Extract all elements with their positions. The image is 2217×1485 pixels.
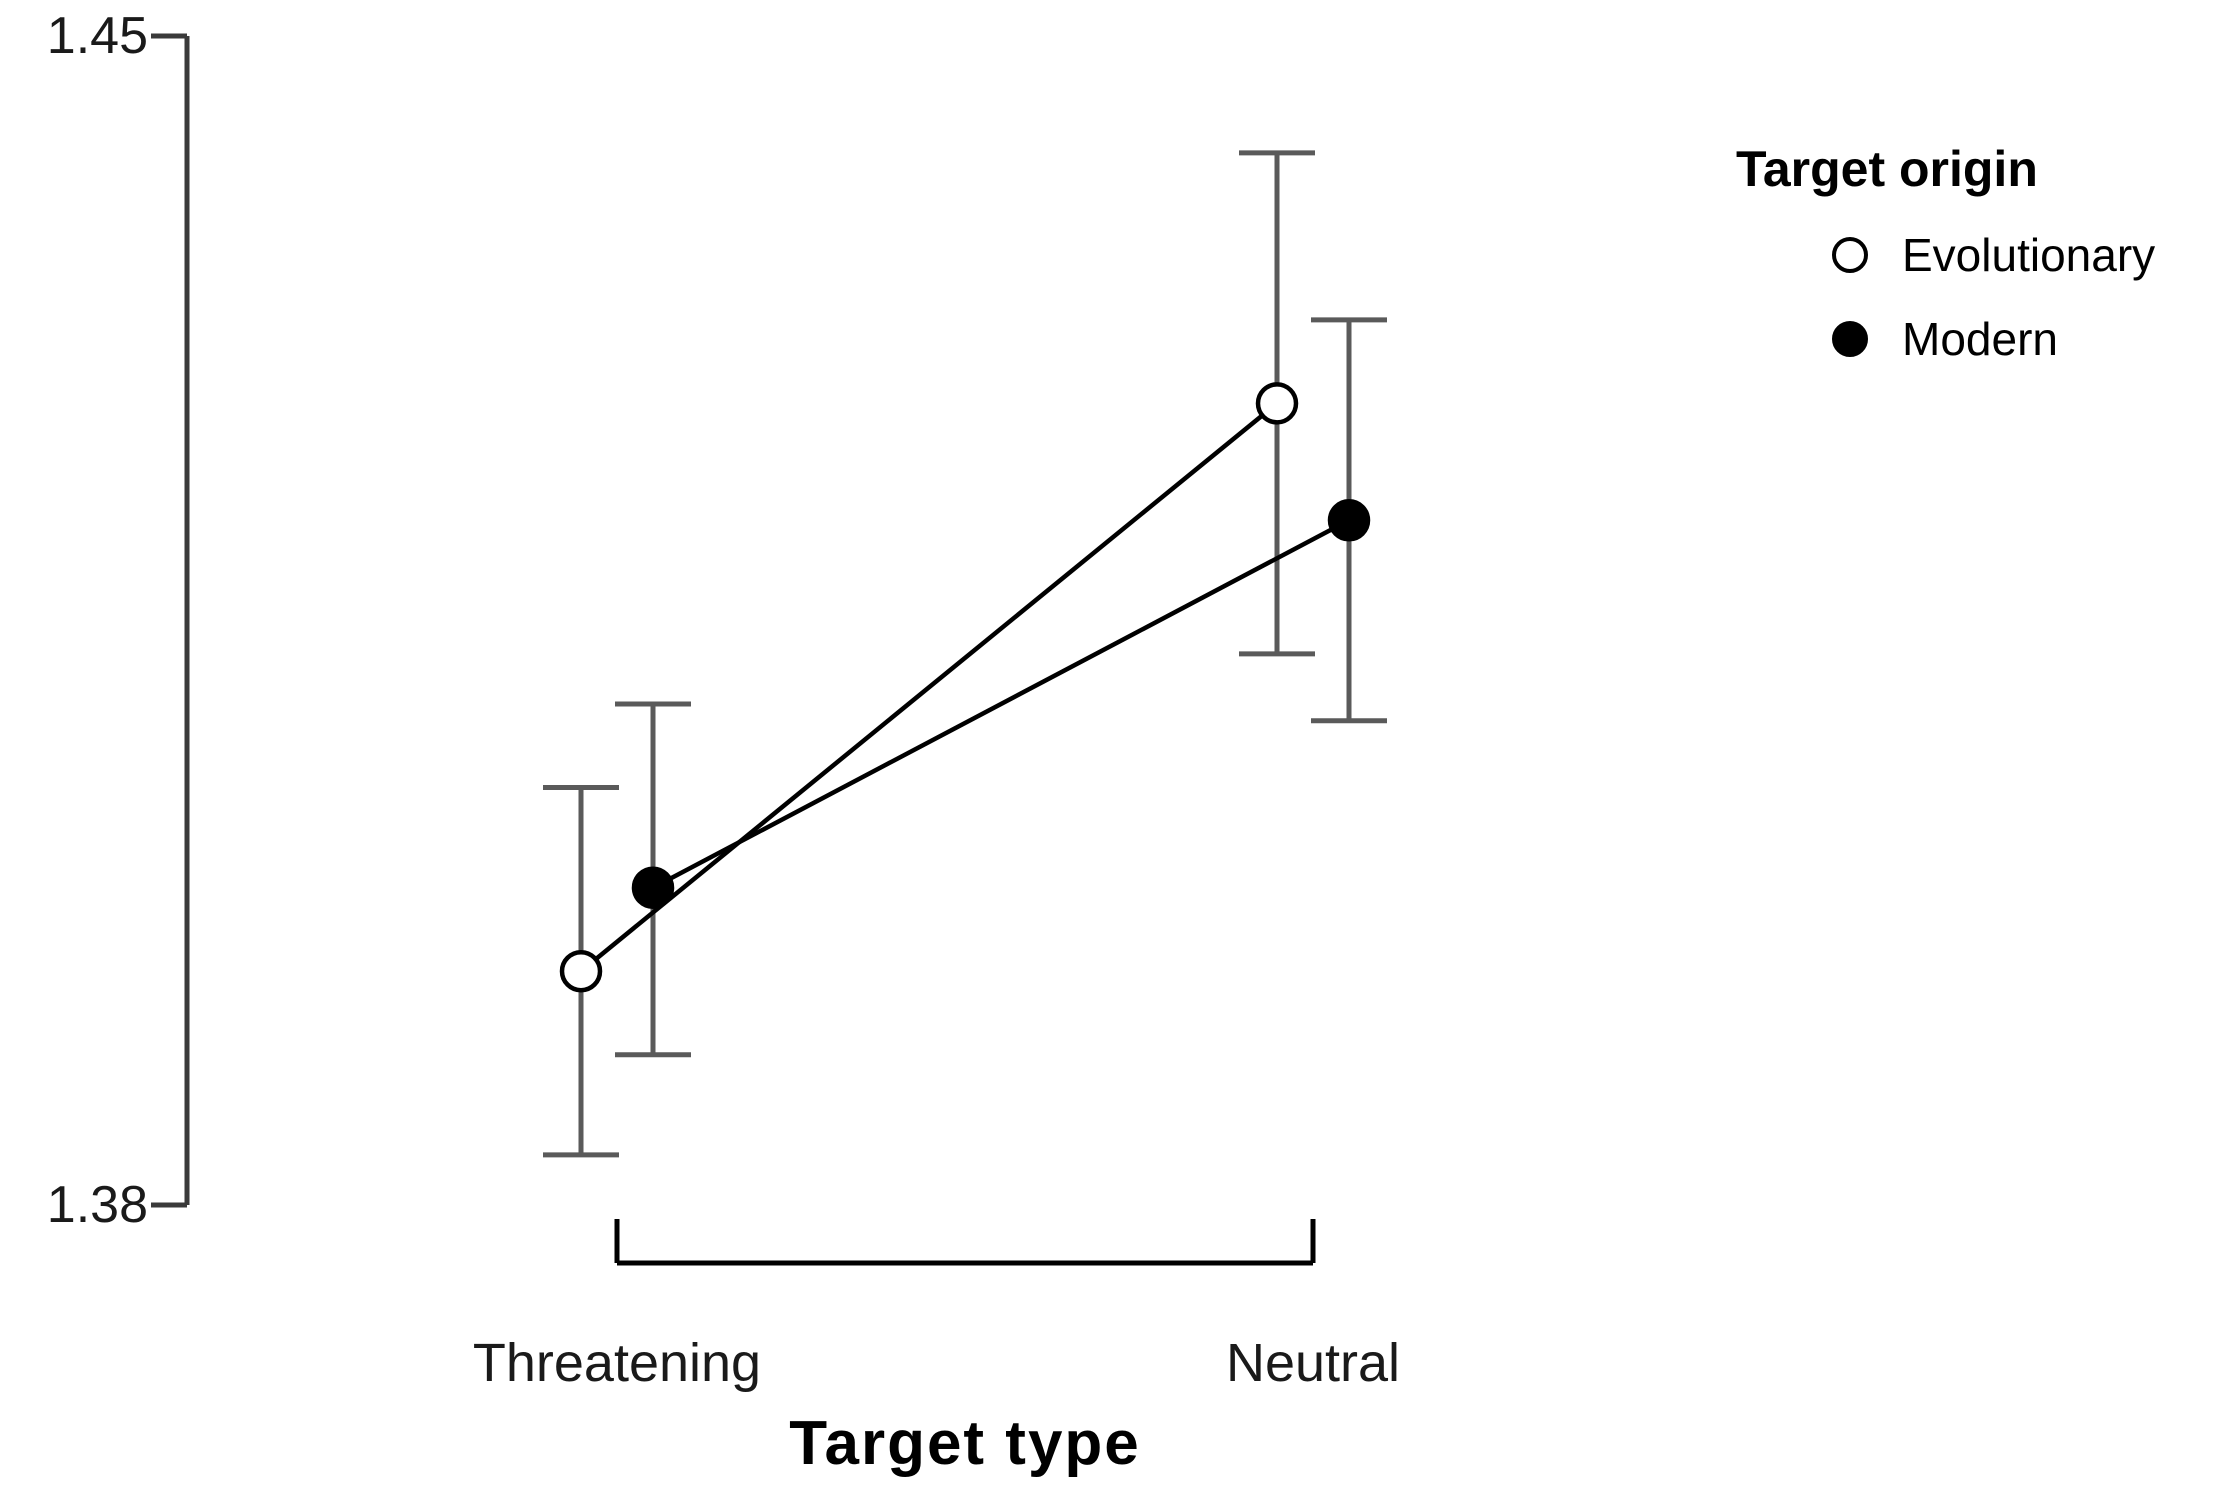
modern-marker xyxy=(1327,499,1371,542)
evolutionary-marker xyxy=(1255,382,1299,425)
x-category-label-threatening: Threatening xyxy=(472,1333,762,1393)
legend: Target origin Evolutionary Modern xyxy=(1736,140,2196,400)
evolutionary-marker xyxy=(559,949,603,993)
x-category-label-neutral: Neutral xyxy=(1225,1333,1401,1393)
filled-circle-marker-icon xyxy=(1832,321,1868,357)
y-axis-tick-label-max: 1.45 xyxy=(46,7,148,65)
legend-item-evolutionary: Evolutionary xyxy=(1832,232,2196,278)
legend-label-modern: Modern xyxy=(1902,313,2058,365)
y-axis-tick-label-min: 1.38 xyxy=(46,1176,148,1234)
open-circle-marker-icon xyxy=(1832,237,1868,273)
x-axis-title: Target type xyxy=(789,1409,1141,1478)
evolutionary-series-line xyxy=(579,401,1279,973)
legend-item-modern: Modern xyxy=(1832,316,2196,362)
legend-label-evolutionary: Evolutionary xyxy=(1902,229,2156,281)
modern-series-line xyxy=(651,518,1351,890)
legend-title: Target origin xyxy=(1736,141,2038,197)
modern-marker xyxy=(631,866,675,909)
